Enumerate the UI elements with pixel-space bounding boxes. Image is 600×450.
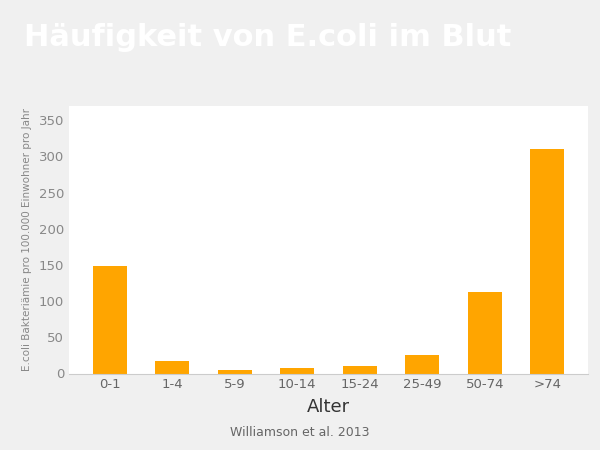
X-axis label: Alter: Alter [307, 398, 350, 416]
Y-axis label: E.coli Bakteriämie pro 100.000 Einwohner pro Jahr: E.coli Bakteriämie pro 100.000 Einwohner… [22, 108, 32, 371]
Bar [155, 361, 190, 374]
Bar [218, 370, 252, 374]
Bar [405, 356, 439, 373]
Bar [280, 368, 314, 374]
Bar [530, 149, 565, 374]
Bar [92, 266, 127, 374]
Text: Williamson et al. 2013: Williamson et al. 2013 [230, 426, 370, 438]
Bar [343, 366, 377, 373]
Text: Häufigkeit von E.coli im Blut: Häufigkeit von E.coli im Blut [24, 23, 511, 52]
Bar [467, 292, 502, 374]
